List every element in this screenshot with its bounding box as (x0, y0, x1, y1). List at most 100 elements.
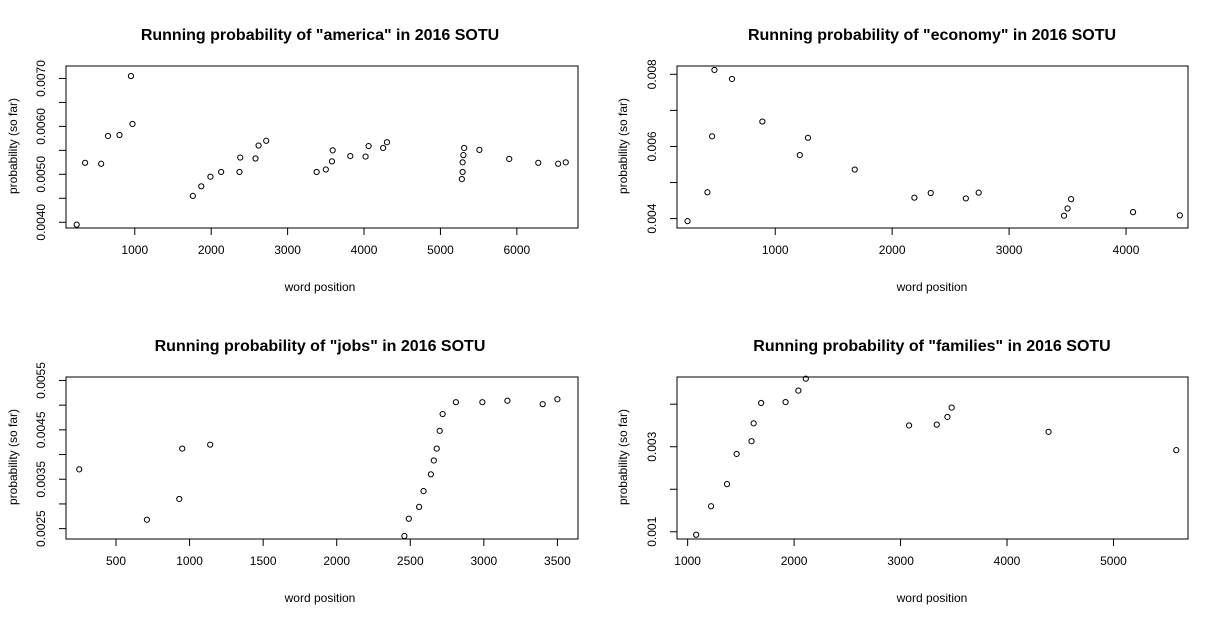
data-point (1067, 196, 1075, 203)
data-point (750, 420, 757, 427)
x-tick-label: 1000 (176, 554, 203, 568)
data-point (802, 375, 809, 382)
data-point (380, 144, 387, 152)
data-point (693, 531, 700, 538)
y-tick-label: 0.0070 (34, 60, 48, 97)
x-tick-label: 2000 (781, 554, 808, 568)
data-point (433, 445, 440, 452)
data-point (555, 160, 562, 167)
data-point (252, 155, 259, 162)
data-point (554, 396, 561, 403)
data-point (1129, 209, 1137, 216)
data-point (707, 503, 715, 510)
x-tick-label: 1500 (250, 554, 277, 568)
data-point (263, 137, 270, 144)
data-point (1060, 212, 1068, 219)
data-point (759, 118, 766, 125)
data-point (129, 120, 136, 128)
chart-title: Running probability of "economy" in 2016… (748, 27, 1116, 44)
data-point (708, 133, 716, 140)
data-point (189, 192, 196, 199)
x-axis-label: word position (896, 280, 968, 294)
x-axis: 1000 2000 3000 4000 5000 6000 (121, 227, 531, 257)
data-point (459, 159, 466, 166)
x-tick-label: 2000 (879, 243, 906, 257)
data-point (405, 515, 412, 522)
data-point (782, 398, 789, 406)
data-point (711, 66, 718, 74)
data-point (933, 421, 940, 428)
data-point (962, 195, 969, 202)
data-point (479, 399, 486, 406)
y-axis-label: probability (so far) (6, 98, 20, 194)
y-tick-label: 0.0050 (34, 156, 48, 193)
data-point (460, 152, 467, 159)
data-point (383, 139, 391, 146)
y-tick-label: 0.0060 (34, 108, 48, 145)
data-point (927, 189, 934, 197)
panel-families: Running probability of "families" in 201… (616, 338, 1189, 605)
data-point (207, 173, 214, 180)
data-point (362, 153, 369, 160)
x-tick-label: 4000 (1113, 243, 1140, 257)
panel-jobs: Running probability of "jobs" in 2016 SO… (6, 338, 579, 605)
data-point (748, 438, 755, 445)
data-point (143, 516, 151, 523)
data-point (723, 481, 731, 488)
data-point (452, 399, 459, 406)
data-point (944, 413, 951, 421)
x-tick-label: 3000 (274, 243, 301, 257)
data-point (218, 168, 225, 176)
panel-america: Running probability of "america" in 2016… (6, 27, 579, 294)
y-tick-label: 0.0045 (34, 411, 48, 448)
x-tick-label: 2000 (198, 243, 225, 257)
y-axis: 0.0040 0.0050 0.0060 0.0070 (34, 60, 67, 241)
data-points (76, 396, 561, 540)
data-point (127, 72, 135, 80)
data-points (73, 72, 569, 228)
y-axis: 0.004 0.006 0.008 (645, 59, 678, 234)
x-tick-label: 1000 (674, 554, 701, 568)
data-point (459, 168, 466, 176)
data-point (116, 131, 123, 139)
y-tick-label: 0.0055 (34, 362, 48, 399)
data-points (684, 66, 1183, 225)
data-point (975, 189, 982, 196)
data-point (504, 397, 511, 404)
data-point (535, 159, 542, 166)
y-axis-label: probability (so far) (616, 409, 630, 505)
x-axis-label: word position (284, 591, 356, 605)
data-point (506, 155, 513, 163)
data-point (207, 441, 214, 448)
x-tick-label: 1000 (762, 243, 789, 257)
data-point (804, 134, 812, 141)
x-axis: 500 1000 1500 2000 2500 3000 3500 (106, 538, 571, 568)
panel-economy: Running probability of "economy" in 2016… (616, 27, 1189, 294)
data-point (322, 166, 329, 173)
x-tick-label: 4000 (351, 243, 378, 257)
data-point (328, 158, 336, 165)
data-point (73, 221, 80, 228)
data-point (198, 183, 205, 190)
data-point (1045, 428, 1052, 435)
data-point (436, 427, 443, 434)
data-point (562, 159, 569, 166)
data-point (82, 159, 89, 166)
y-axis: 0.0025 0.0035 0.0045 0.0055 (34, 362, 67, 547)
plot-frame (676, 376, 1189, 540)
y-tick-label: 0.003 (645, 431, 659, 461)
data-point (76, 466, 83, 473)
data-point (728, 75, 736, 83)
data-point (704, 189, 711, 196)
x-tick-label: 2000 (323, 554, 350, 568)
data-point (539, 401, 546, 408)
data-point (98, 160, 105, 167)
chart-title: Running probability of "america" in 2016… (141, 27, 499, 44)
data-point (476, 146, 483, 153)
x-tick-label: 3000 (996, 243, 1023, 257)
y-tick-label: 0.0040 (34, 204, 48, 241)
x-axis-label: word position (896, 591, 968, 605)
data-point (796, 152, 803, 159)
x-tick-label: 6000 (504, 243, 531, 257)
